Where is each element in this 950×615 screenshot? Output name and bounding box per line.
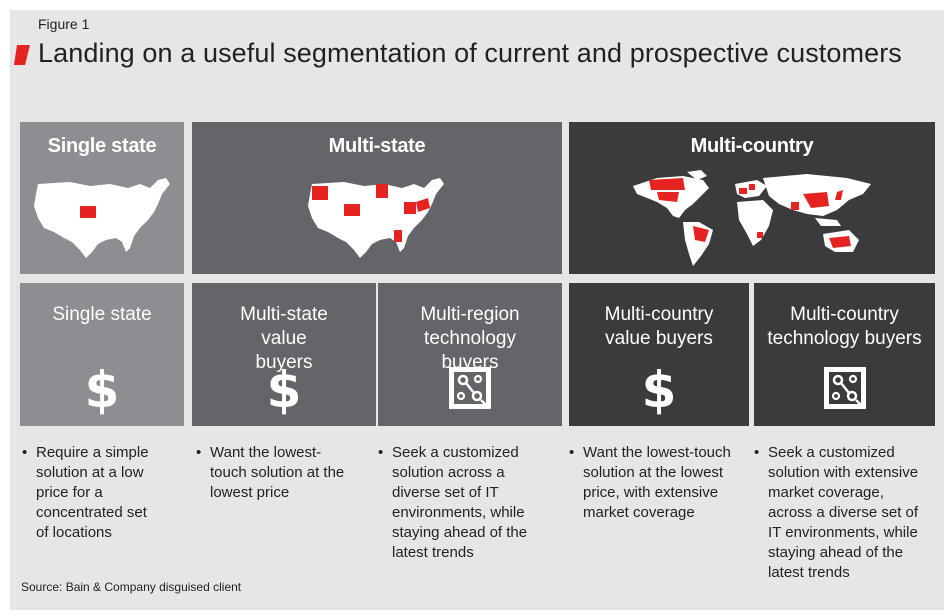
dollar-icon: $ — [84, 361, 120, 419]
header-title: Single state — [47, 135, 157, 157]
description-text: Want the lowest-touch solution at the lo… — [583, 444, 731, 521]
technology-circuit-icon — [823, 367, 866, 409]
description-text: Require a simple solution at a low price… — [36, 444, 149, 541]
header-title: Multi-country — [690, 135, 814, 157]
bullet: • — [569, 444, 575, 461]
header-multi-country: Multi-country — [569, 122, 935, 274]
usa-map-multi-state — [308, 178, 444, 258]
dollar-icon: $ — [266, 361, 302, 419]
accent-mark — [14, 45, 30, 65]
segment-title: Single state — [52, 304, 152, 325]
bullet: • — [754, 444, 760, 461]
header-multi-state: Multi-state — [192, 122, 562, 274]
segment-description: • Seek a customized solution with extens… — [754, 443, 932, 583]
source-note: Source: Bain & Company disguised client — [21, 580, 242, 594]
segment-multi-country-technology-buyers: Multi-country technology buyers — [754, 283, 935, 426]
segment-title: Multi-state value buyers — [240, 304, 328, 373]
segment-title: Multi-country value buyers — [604, 304, 714, 349]
header-single-state: Single state — [20, 122, 184, 274]
segment-single-state: Single state $ — [20, 283, 184, 426]
bullet: • — [22, 444, 28, 461]
figure-title: Landing on a useful segmentation of curr… — [38, 38, 902, 68]
segment-description: • Want the lowest-touch solution at the … — [196, 443, 346, 503]
segment-multi-region-technology-buyers: Multi-region technology buyers — [378, 283, 562, 426]
description-text: Seek a customized solution across a dive… — [392, 444, 528, 561]
figure-label: Figure 1 — [38, 16, 90, 32]
header-title: Multi-state — [328, 135, 426, 157]
segment-description: • Want the lowest-touch solution at the … — [569, 443, 747, 523]
description-text: Seek a customized solution with extensiv… — [768, 444, 919, 581]
dollar-icon: $ — [641, 361, 677, 419]
segment-description: • Require a simple solution at a low pri… — [22, 443, 162, 543]
technology-circuit-icon — [449, 367, 491, 409]
segment-multi-state-value-buyers: Multi-state value buyers $ — [192, 283, 376, 426]
segment-description: • Seek a customized solution across a di… — [378, 443, 548, 563]
segment-multi-country-value-buyers: Multi-country value buyers $ — [569, 283, 749, 426]
description-text: Want the lowest-touch solution at the lo… — [210, 444, 345, 501]
segment-title: Multi-country technology buyers — [767, 304, 922, 349]
bullet: • — [378, 444, 384, 461]
world-map — [633, 170, 871, 266]
usa-map-one-state — [34, 178, 170, 258]
bullet: • — [196, 444, 202, 461]
